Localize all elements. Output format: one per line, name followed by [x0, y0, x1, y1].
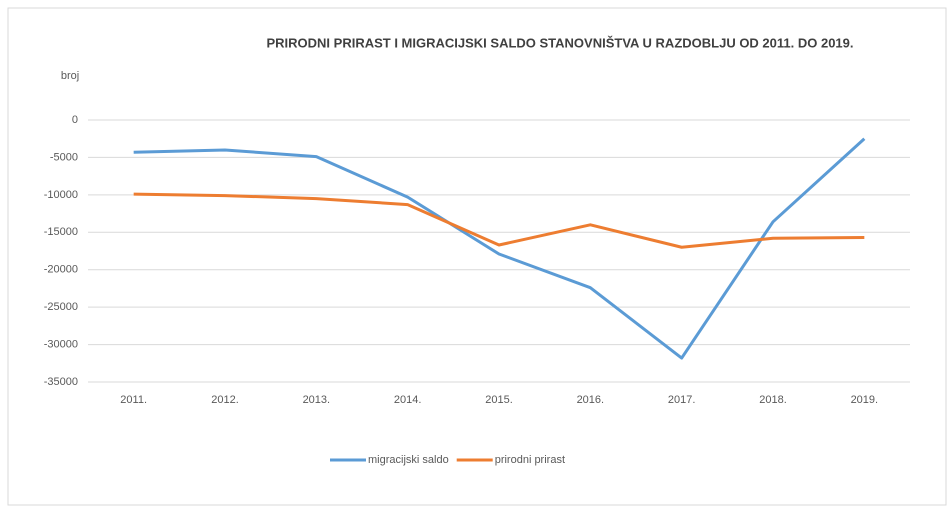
y-tick-label: -20000	[44, 264, 78, 276]
x-tick-label: 2016.	[577, 394, 605, 406]
x-tick-label: 2018.	[759, 394, 787, 406]
x-tick-label: 2012.	[211, 394, 239, 406]
y-axis-label: broj	[61, 70, 79, 82]
y-tick-label: -30000	[44, 338, 78, 350]
x-tick-label: 2014.	[394, 394, 422, 406]
chart-title: PRIRODNI PRIRAST I MIGRACIJSKI SALDO STA…	[266, 35, 853, 50]
x-tick-label: 2015.	[485, 394, 513, 406]
x-tick-label: 2013.	[303, 394, 331, 406]
y-tick-label: -35000	[44, 376, 78, 388]
legend-label: prirodni prirast	[495, 454, 565, 466]
x-tick-label: 2019.	[851, 394, 879, 406]
line-series	[133, 192, 865, 249]
legend-label: migracijski saldo	[368, 454, 449, 466]
x-tick-label: 2011.	[120, 394, 147, 406]
line-series	[133, 137, 866, 360]
y-tick-label: 0	[72, 114, 78, 126]
y-tick-label: -5000	[50, 151, 78, 163]
x-tick-label: 2017.	[668, 394, 696, 406]
y-tick-label: -15000	[44, 226, 78, 238]
chart-border	[7, 7, 947, 506]
y-tick-label: -25000	[44, 301, 78, 313]
y-tick-label: -10000	[44, 189, 78, 201]
